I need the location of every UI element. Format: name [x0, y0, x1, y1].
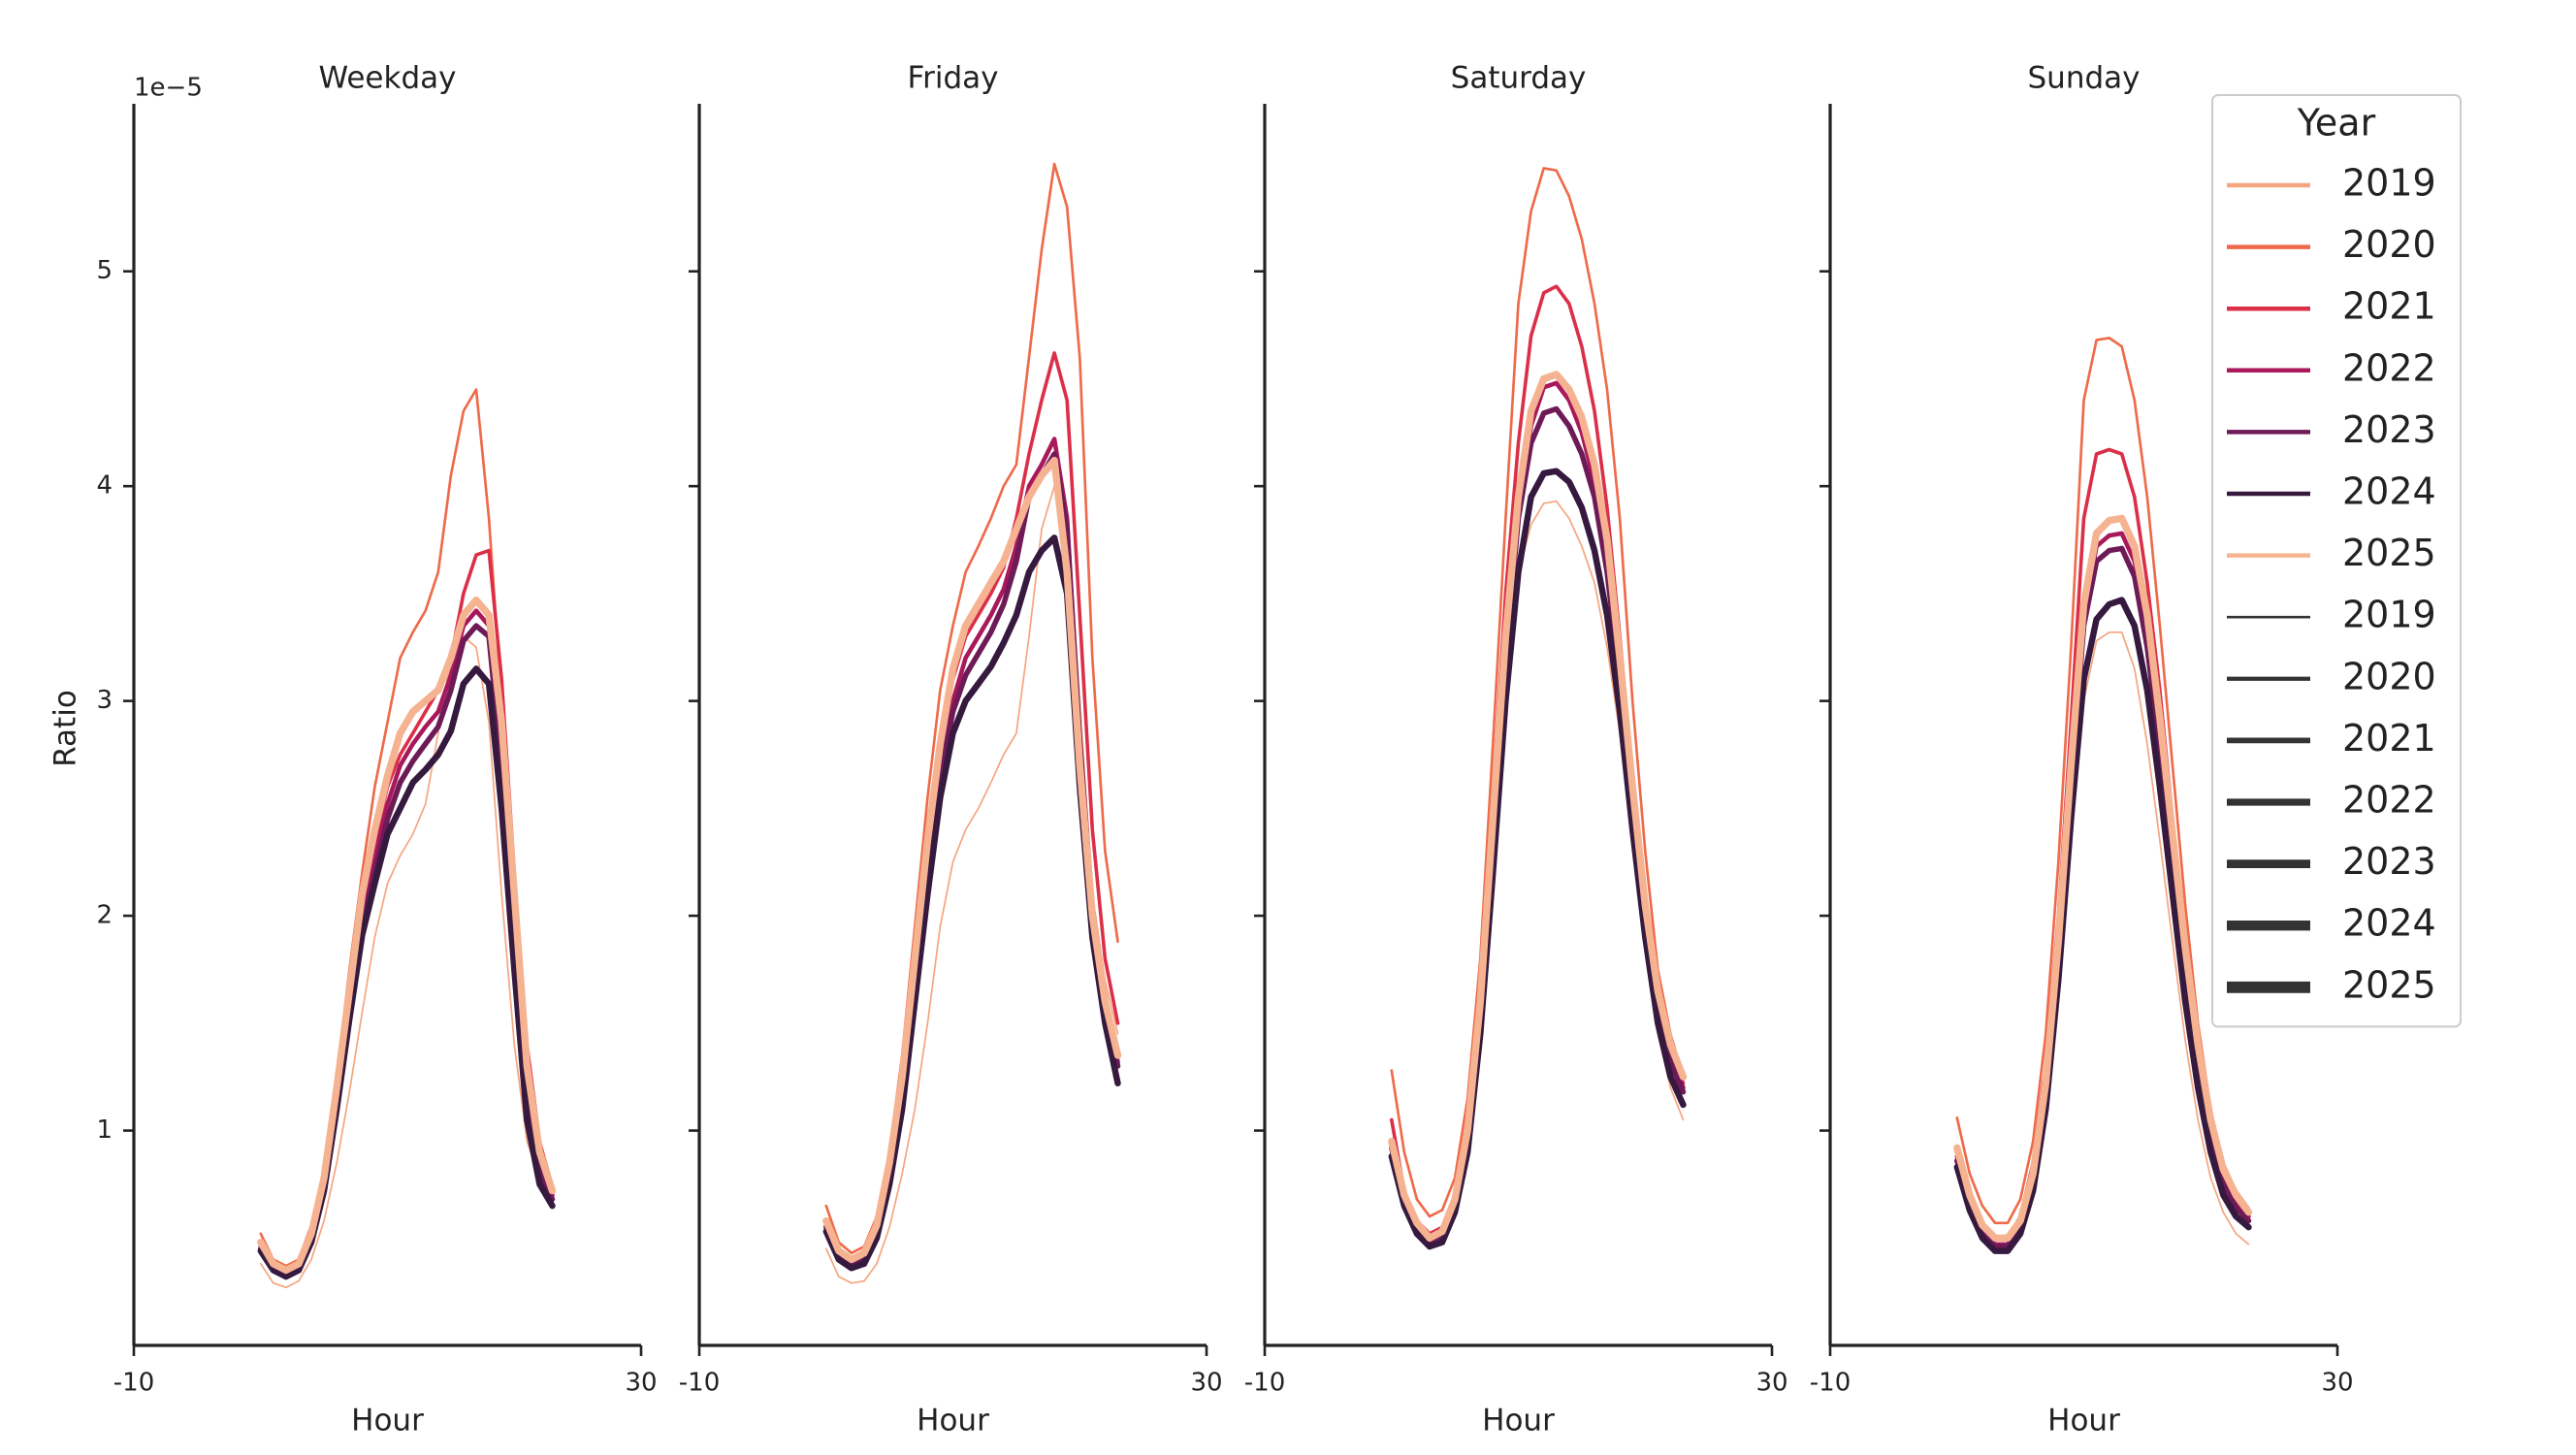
x-tick-label: -10 — [1244, 1369, 1285, 1398]
legend-title: Year — [2297, 102, 2376, 145]
x-tick-label: -10 — [113, 1369, 154, 1398]
x-axis-label: Hour — [917, 1404, 989, 1439]
legend-label: 2021 — [2342, 285, 2436, 328]
panel-title: Weekday — [319, 61, 457, 96]
data-line — [1388, 468, 1687, 1250]
x-tick-label: 30 — [1190, 1369, 1222, 1398]
data-line — [1388, 371, 1688, 1242]
panel-title: Saturday — [1451, 61, 1587, 96]
legend-label: 2023 — [2342, 408, 2436, 451]
data-line — [258, 608, 555, 1275]
x-axis-label: Hour — [351, 1404, 424, 1439]
data-line — [1953, 514, 2253, 1242]
data-line — [822, 456, 1122, 1264]
legend-label: 2023 — [2342, 840, 2436, 883]
x-tick-label: -10 — [679, 1369, 720, 1398]
data-line — [824, 351, 1120, 1262]
legend-label: 2025 — [2342, 963, 2436, 1006]
y-tick-label: 4 — [96, 471, 113, 501]
legend-label: 2024 — [2342, 902, 2436, 945]
panel-title: Friday — [908, 61, 999, 96]
data-line — [1390, 167, 1685, 1218]
data-line — [1954, 545, 2252, 1249]
y-axis-label: Ratio — [48, 690, 83, 767]
y-tick-label: 2 — [96, 901, 113, 930]
x-tick-label: -10 — [1810, 1369, 1851, 1398]
data-line — [823, 451, 1121, 1267]
x-tick-label: 30 — [625, 1369, 657, 1398]
data-line — [1955, 630, 2250, 1250]
legend-label: 2019 — [2342, 162, 2436, 205]
legend-label: 2022 — [2342, 346, 2436, 389]
y-tick-label: 5 — [96, 256, 113, 285]
legend-label: 2022 — [2342, 779, 2436, 822]
legend-label: 2025 — [2342, 532, 2436, 574]
y-tick-label: 1 — [96, 1116, 113, 1145]
offset-label: 1e−5 — [134, 74, 203, 103]
x-tick-label: 30 — [1755, 1369, 1787, 1398]
legend-label: 2020 — [2342, 655, 2436, 697]
panel-title: Sunday — [2028, 61, 2141, 96]
x-tick-label: 30 — [2321, 1369, 2353, 1398]
legend-label: 2019 — [2342, 594, 2436, 636]
legend-box — [2211, 94, 2462, 1028]
legend-label: 2020 — [2342, 223, 2436, 266]
legend-label: 2021 — [2342, 717, 2436, 760]
y-tick-label: 3 — [96, 686, 113, 715]
x-axis-label: Hour — [1482, 1404, 1555, 1439]
data-line — [823, 436, 1120, 1267]
x-axis-label: Hour — [2047, 1404, 2120, 1439]
data-line — [1389, 380, 1686, 1243]
data-line — [1953, 597, 2252, 1254]
data-line — [259, 635, 554, 1289]
legend-label: 2024 — [2342, 470, 2436, 513]
data-line — [257, 596, 557, 1275]
